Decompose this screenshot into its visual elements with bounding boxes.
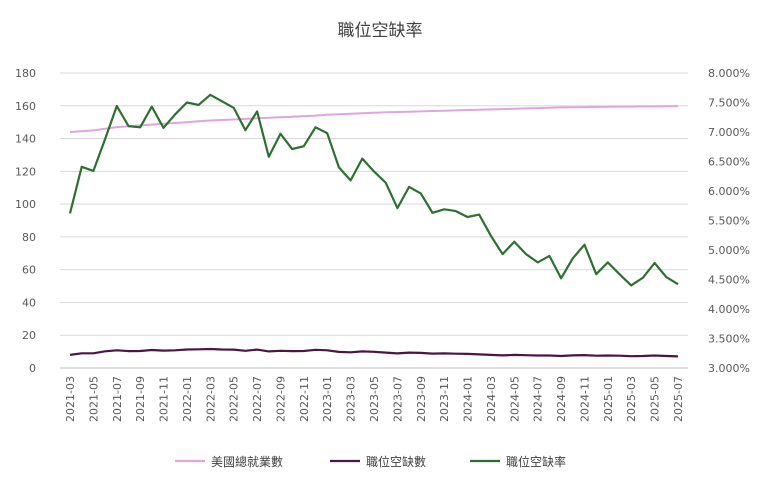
x-axis-tick-label: 2021-03 xyxy=(64,376,77,422)
right-axis-tick-label: 6.000% xyxy=(708,185,750,198)
x-axis-ticks: 2021-03 2021-05 2021-07 2021-09 2021-11 2022-… xyxy=(64,376,685,422)
left-axis-tick-label: 140 xyxy=(15,133,36,146)
right-axis-tick-label: 5.000% xyxy=(708,244,750,257)
x-axis-tick-label: 2023-01 xyxy=(321,376,334,422)
x-axis-tick-label: 2025-05 xyxy=(649,376,662,422)
x-axis-tick-label: 2023-11 xyxy=(438,376,451,422)
x-axis-tick-label: 2022-05 xyxy=(228,376,241,422)
x-axis-tick-label: 2022-03 xyxy=(204,376,217,422)
left-axis-tick-label: 80 xyxy=(22,231,36,244)
x-axis-tick-label: 2021-07 xyxy=(111,376,124,422)
right-axis-tick-label: 7.000% xyxy=(708,126,750,139)
left-axis-tick-label: 20 xyxy=(22,329,36,342)
x-axis-tick-label: 2021-11 xyxy=(158,376,171,422)
x-axis-tick-label: 2022-11 xyxy=(298,376,311,422)
right-axis-tick-label: 8.000% xyxy=(708,67,750,80)
series-line-2 xyxy=(68,93,679,287)
left-axis-tick-label: 60 xyxy=(22,264,36,277)
left-axis-tick-label: 160 xyxy=(15,100,36,113)
left-axis-tick-label: 120 xyxy=(15,165,36,178)
left-axis-tick-label: 180 xyxy=(15,67,36,80)
left-axis-tick-label: 40 xyxy=(22,296,36,309)
legend-label: 職位空缺率 xyxy=(506,454,566,469)
x-axis-tick-label: 2023-05 xyxy=(368,376,381,422)
x-axis-tick-label: 2024-09 xyxy=(555,376,568,422)
x-axis-tick-label: 2023-07 xyxy=(391,376,404,422)
x-axis-tick-label: 2022-09 xyxy=(274,376,287,422)
series-layer xyxy=(68,93,679,358)
right-axis-tick-label: 4.500% xyxy=(708,274,750,287)
x-axis-tick-label: 2025-07 xyxy=(672,376,685,422)
legend-label: 職位空缺數 xyxy=(366,454,426,469)
legend-label: 美國總就業數 xyxy=(211,454,283,469)
x-axis-tick-label: 2024-01 xyxy=(462,376,475,422)
x-axis-tick-label: 2025-03 xyxy=(625,376,638,422)
x-axis-tick-label: 2021-09 xyxy=(134,376,147,422)
right-axis-tick-label: 6.500% xyxy=(708,156,750,169)
legend: 美國總就業數 職位空缺數 職位空缺率 xyxy=(175,454,566,469)
chart-title: 職位空缺率 xyxy=(338,21,423,41)
series-line-0 xyxy=(69,105,679,133)
x-axis-tick-label: 2024-03 xyxy=(485,376,498,422)
x-axis-tick-label: 2021-05 xyxy=(87,376,100,422)
x-axis-tick-label: 2023-03 xyxy=(345,376,358,422)
x-axis-tick-label: 2023-09 xyxy=(415,376,428,422)
left-axis-tick-label: 100 xyxy=(15,198,36,211)
right-axis-tick-label: 7.500% xyxy=(708,97,750,110)
x-axis-tick-label: 2024-11 xyxy=(578,376,591,422)
series-line-1 xyxy=(69,347,679,358)
right-axis-tick-label: 3.500% xyxy=(708,333,750,346)
x-axis-tick-label: 2022-01 xyxy=(181,376,194,422)
x-axis-tick-label: 2024-07 xyxy=(532,376,545,422)
right-axis-tick-label: 5.500% xyxy=(708,215,750,228)
right-axis-tick-label: 4.000% xyxy=(708,303,750,316)
right-axis-ticks: 3.000% 3.500% 4.000% 4.500% 5.000% 5.500% 6.00… xyxy=(708,67,750,375)
right-axis-tick-label: 3.000% xyxy=(708,362,750,375)
x-axis-tick-label: 2024-05 xyxy=(508,376,521,422)
left-axis-tick-label: 0 xyxy=(29,362,36,375)
x-axis-tick-label: 2022-07 xyxy=(251,376,264,422)
x-axis-tick-label: 2025-01 xyxy=(602,376,615,422)
left-axis-ticks: 0 20 40 60 80 100 120 140 160 180 xyxy=(15,67,36,375)
